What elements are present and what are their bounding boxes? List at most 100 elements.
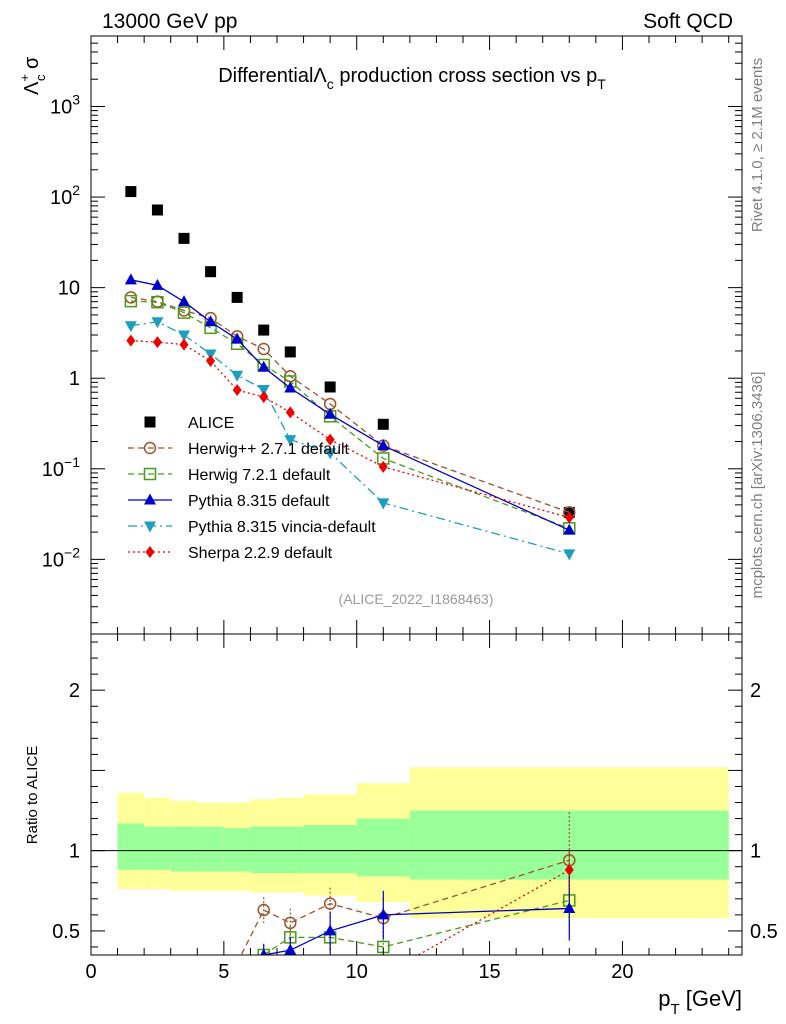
data-point-herwig-7-2-1-default: [177, 306, 191, 319]
data-point-pythia-8-315-vincia-default: [284, 435, 297, 447]
data-point-pythia-8-315-vincia-default: [151, 317, 164, 329]
band-inner: [197, 826, 224, 872]
ratio-y-tick-label-right: 1: [750, 841, 761, 863]
rivet-version-label: Rivet 4.1.0, ≥ 2.1M events: [749, 58, 766, 232]
band-inner: [223, 828, 251, 872]
series-line-sherpa-2-2-9-default: [130, 339, 570, 519]
legend-label-pythia-8-315-vincia-default: Pythia 8.315 vincia-default: [188, 519, 376, 536]
x-tick-label: 20: [611, 961, 633, 983]
title-symbol-subscript: c: [327, 76, 334, 92]
legend-label-pythia-8-315-default: Pythia 8.315 default: [188, 493, 330, 510]
data-point-pythia-8-315-vincia-default: [324, 448, 337, 460]
data-point-pythia-8-315-vincia-default: [377, 498, 390, 510]
main-x-axis-ticks: [90, 36, 730, 634]
data-point-alice: [151, 204, 163, 216]
band-inner: [303, 824, 357, 874]
legend-marker-herwig-7-2-1-default: [143, 467, 157, 481]
band-inner: [250, 826, 277, 874]
ratio-x-axis: 0 5 10 15 20: [85, 634, 730, 983]
mcplots-url-label: mcplots.cern.ch [arXiv:1306.3436]: [749, 372, 766, 599]
band-inner: [356, 818, 410, 877]
xlabel-unit: [GeV]: [680, 986, 742, 1011]
series-line-pythia-8-315-default: [130, 279, 570, 531]
ratio-point-herwig-2-7-1-default: [284, 916, 297, 930]
band-inner: [277, 826, 304, 874]
series-line-pythia-8-315-vincia-default: [130, 321, 570, 555]
data-point-sherpa-2-2-9-default: [206, 354, 216, 367]
y-tick-exponent: 2: [72, 182, 80, 198]
ratio-line-sherpa-2-2-9-default: [417, 869, 570, 955]
y-tick-exponent: 3: [72, 91, 80, 107]
y-tick-label: 10−1: [42, 454, 80, 481]
data-point-pythia-8-315-default: [563, 523, 576, 535]
ratio-plot-frame: [90, 633, 743, 956]
data-point-pythia-8-315-default: [178, 295, 190, 307]
main-series-group: [124, 186, 576, 561]
data-point-alice: [258, 324, 270, 336]
band-inner: [117, 823, 145, 870]
y-tick-exponent: −2: [64, 544, 80, 560]
data-point-alice: [377, 418, 389, 430]
data-point-sherpa-2-2-9-default: [152, 336, 162, 349]
data-point-herwig-7-2-1-default: [151, 295, 164, 309]
header-process-label: Soft QCD: [643, 10, 733, 33]
ratio-line-herwig-2-7-1-default: [240, 859, 570, 955]
data-point-pythia-8-315-default: [231, 332, 244, 344]
data-point-alice: [178, 232, 190, 244]
title-prefix: Differential: [218, 65, 313, 87]
x-tick-label: 5: [218, 961, 229, 983]
data-point-pythia-8-315-default: [284, 381, 297, 393]
data-point-alice: [284, 346, 296, 358]
legend-label-herwig-7-2-1-default: Herwig 7.2.1 default: [188, 467, 331, 484]
y-tick-base: 10: [42, 549, 64, 571]
data-point-pythia-8-315-vincia-default: [178, 330, 190, 342]
legend-label-alice: ALICE: [188, 415, 234, 432]
y-tick-base: 10: [50, 187, 72, 209]
data-point-pythia-8-315-vincia-default: [563, 549, 576, 561]
ratio-point-pythia-8-315-default: [563, 901, 576, 913]
main-plot-title: DifferentialΛc production cross section …: [218, 65, 606, 92]
data-point-alice: [231, 291, 243, 303]
data-point-sherpa-2-2-9-default: [126, 334, 136, 347]
main-plot-frame: [90, 35, 743, 635]
ratio-point-herwig-2-7-1-default: [323, 897, 337, 910]
data-point-sherpa-2-2-9-default: [378, 460, 388, 473]
ratio-plot-clip: [91, 767, 742, 955]
xlabel-subscript: T: [670, 1001, 679, 1018]
legend-marker-herwig-2-7-1-default: [143, 441, 157, 455]
data-point-alice: [205, 266, 217, 278]
data-point-pythia-8-315-default: [151, 278, 164, 290]
data-point-pythia-8-315-default: [257, 360, 270, 372]
ratio-y-axis-label: Ratio to ALICE: [24, 746, 41, 844]
analysis-watermark: (ALICE_2022_I1868463): [339, 591, 494, 607]
ratio-point-pythia-8-315-default: [284, 943, 297, 955]
data-point-sherpa-2-2-9-default: [259, 391, 269, 404]
data-point-pythia-8-315-vincia-default: [257, 385, 270, 397]
data-point-alice: [125, 186, 137, 198]
ratio-series-group: [240, 812, 576, 955]
data-point-pythia-8-315-vincia-default: [124, 321, 137, 333]
main-y-axis-label: Λ+c σ: [17, 56, 48, 95]
ratio-y-tick-label-right: 2: [750, 680, 761, 702]
series-line-herwig-2-7-1-default: [130, 296, 570, 514]
ratio-point-pythia-8-315-default: [324, 924, 337, 936]
ratio-point-herwig-2-7-1-default: [257, 903, 270, 917]
data-point-sherpa-2-2-9-default: [179, 338, 189, 351]
x-tick-label: 0: [85, 961, 96, 983]
xlabel-symbol: p: [658, 986, 670, 1011]
y-tick-label: 103: [50, 91, 80, 118]
ratio-point-pythia-8-315-default: [377, 908, 390, 920]
data-point-sherpa-2-2-9-default: [325, 433, 335, 446]
data-point-pythia-8-315-default: [377, 439, 390, 451]
ylabel-superscript: +: [17, 74, 32, 82]
ratio-y-tick-label-left: 0.5: [52, 921, 80, 943]
ratio-y-tick-label-left: 1: [69, 841, 80, 863]
data-point-pythia-8-315-default: [204, 315, 217, 327]
title-rest: production cross section vs p: [334, 65, 597, 87]
data-point-herwig-7-2-1-default: [124, 294, 138, 308]
legend-marker-pythia-8-315-default: [144, 493, 156, 505]
ratio-point-sherpa-2-2-9-default: [408, 953, 411, 955]
